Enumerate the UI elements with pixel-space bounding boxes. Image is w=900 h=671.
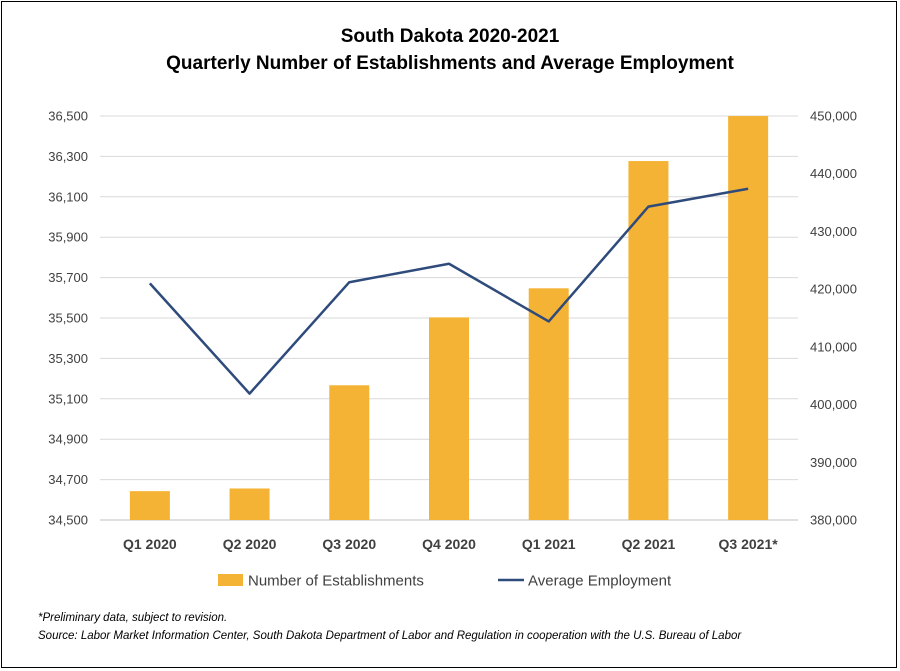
left-tick-label: 35,100 — [48, 391, 88, 406]
left-tick-label: 34,700 — [48, 472, 88, 487]
source-note: Source: Labor Market Information Center,… — [38, 630, 742, 642]
line-series-employment — [148, 187, 749, 395]
bar-series-establishments — [129, 116, 769, 520]
bar-4 — [528, 288, 569, 520]
right-tick-label: 410,000 — [810, 339, 857, 354]
right-tick-label: 430,000 — [810, 224, 857, 239]
right-tick-label: 400,000 — [810, 397, 857, 412]
category-label: Q1 2020 — [123, 536, 177, 552]
bar-3 — [429, 317, 469, 520]
category-label: Q3 2021* — [719, 536, 779, 552]
category-label: Q4 2020 — [422, 536, 476, 552]
chart-title: South Dakota 2020-2021 — [340, 26, 560, 47]
category-axis-tick-labels: Q1 2020 Q2 2020 Q3 2020 Q4 2020 Q1 2021 Q2 20… — [123, 536, 778, 552]
legend-swatch-establishments — [218, 574, 243, 586]
legend-label-establishments: Number of Establishments — [248, 573, 424, 590]
right-tick-label: 390,000 — [810, 455, 857, 470]
right-tick-label: 440,000 — [810, 166, 857, 181]
left-tick-label: 36,100 — [48, 189, 88, 204]
bar-6 — [728, 116, 769, 520]
category-label: Q3 2020 — [322, 536, 376, 552]
left-tick-label: 35,300 — [48, 351, 88, 366]
left-tick-label: 34,900 — [48, 432, 88, 447]
category-label: Q1 2021 — [522, 536, 576, 552]
preliminary-note: *Preliminary data, subject to revision. — [38, 612, 228, 624]
bar-5 — [628, 161, 669, 520]
legend: Number of Establishments Average Employme… — [218, 573, 672, 590]
right-tick-label: 450,000 — [810, 109, 857, 124]
right-tick-label: 380,000 — [810, 513, 857, 528]
left-tick-label: 36,300 — [48, 149, 88, 164]
category-label: Q2 2020 — [223, 536, 277, 552]
left-tick-label: 35,500 — [48, 311, 88, 326]
left-tick-label: 34,500 — [48, 513, 88, 528]
chart-subtitle: Quarterly Number of Establishments and A… — [166, 53, 734, 74]
legend-label-employment: Average Employment — [528, 573, 672, 590]
left-tick-label: 35,900 — [48, 230, 88, 245]
right-axis-tick-labels: 380,000 390,000 400,000 410,000 420,000 430,0… — [810, 109, 857, 528]
left-tick-label: 36,500 — [48, 109, 88, 124]
left-axis-tick-labels: 34,500 34,700 34,900 35,100 35,300 35,500 35,7… — [48, 109, 88, 528]
right-tick-label: 420,000 — [810, 282, 857, 297]
left-tick-label: 35,700 — [48, 270, 88, 285]
bar-0 — [129, 491, 170, 520]
bar-1 — [229, 488, 270, 520]
bar-2 — [329, 385, 370, 520]
category-label: Q2 2021 — [622, 536, 676, 552]
